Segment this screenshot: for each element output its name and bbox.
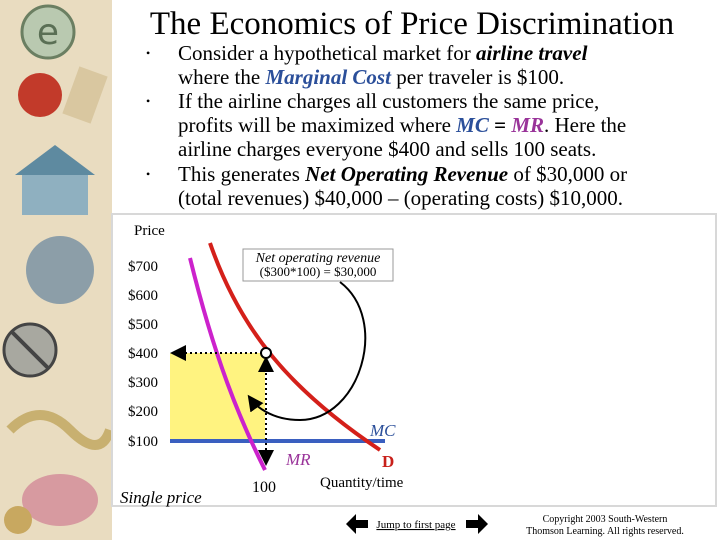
bullet-line: where the Marginal Cost per traveler is … bbox=[178, 65, 564, 89]
first-page-link[interactable]: Jump to first page bbox=[376, 519, 455, 531]
copyright: Thomson Learning. All rights reserved. bbox=[526, 526, 684, 537]
copyright: Copyright 2003 South-Western bbox=[543, 514, 668, 525]
text-segment: MR bbox=[510, 113, 544, 137]
text-segment: where the bbox=[178, 65, 265, 89]
title: The Economics of Price Discrimination bbox=[150, 6, 674, 42]
text-segment: airline charges everyone $400 and sells … bbox=[178, 137, 596, 161]
text-segment: Consider a hypothetical market for bbox=[178, 41, 476, 65]
bullet-line: (total revenues) $40,000 – (operating co… bbox=[178, 186, 623, 210]
mc-label: MC bbox=[369, 421, 396, 440]
mr-curve bbox=[188, 257, 267, 471]
bullets: • • • Consider a hypothetical market for… bbox=[146, 41, 627, 210]
footer: Jump to first page Copyright 2003 South-… bbox=[346, 514, 684, 537]
bullet-line: If the airline charges all customers the… bbox=[178, 89, 599, 113]
price-label: $400 bbox=[128, 346, 158, 362]
price-label: $200 bbox=[128, 404, 158, 420]
text-segment: MC bbox=[455, 113, 490, 137]
callout-text: Net operating revenue bbox=[255, 251, 381, 266]
text-segment: profits will be maximized where bbox=[178, 113, 456, 137]
text-segment: of $30,000 or bbox=[508, 162, 627, 186]
next-arrow[interactable] bbox=[466, 514, 488, 534]
diagram: Net operating revenue ($300*100) = $30,0… bbox=[111, 213, 717, 507]
text-segment: = bbox=[489, 113, 511, 137]
optimum-point bbox=[260, 347, 272, 359]
mr-label: MR bbox=[285, 450, 311, 469]
text-segment: airline travel bbox=[476, 41, 588, 65]
caption: Single price bbox=[120, 488, 202, 507]
text-segment: If the airline charges all customers the… bbox=[178, 89, 599, 113]
y-axis-label: Price bbox=[134, 223, 165, 239]
decorative-strip: e bbox=[0, 0, 115, 540]
price-label: $300 bbox=[128, 375, 158, 391]
quantity-label: 100 bbox=[252, 479, 276, 496]
svg-text:e: e bbox=[37, 12, 59, 53]
price-label: $600 bbox=[128, 288, 158, 304]
price-label: $500 bbox=[128, 317, 158, 333]
prev-arrow[interactable] bbox=[346, 514, 368, 534]
price-label: $100 bbox=[128, 434, 158, 450]
callout-arrow bbox=[247, 281, 367, 422]
bullet-dot: • bbox=[146, 167, 150, 181]
bullet-line: profits will be maximized where MC = MR.… bbox=[178, 113, 626, 137]
revenue-area bbox=[170, 353, 265, 441]
d-label: D bbox=[382, 452, 394, 471]
bullet-dot: • bbox=[146, 46, 150, 60]
x-axis-label: Quantity/time bbox=[320, 475, 404, 491]
bullet-line: airline charges everyone $400 and sells … bbox=[178, 137, 596, 161]
text-segment: (total revenues) $40,000 – (operating co… bbox=[178, 186, 623, 210]
text-segment: per traveler is $100. bbox=[391, 65, 564, 89]
bullet-line: This generates Net Operating Revenue of … bbox=[178, 162, 627, 186]
text-segment: This generates bbox=[178, 162, 305, 186]
text-segment: . Here the bbox=[544, 113, 626, 137]
callout-text: ($300*100) = $30,000 bbox=[260, 264, 377, 279]
bullet-dot: • bbox=[146, 94, 150, 108]
callout-box bbox=[242, 248, 394, 282]
bullet-line: Consider a hypothetical market for airli… bbox=[178, 41, 588, 65]
text-segment: Net Operating Revenue bbox=[304, 162, 508, 186]
price-label: $700 bbox=[128, 259, 158, 275]
text-segment: Marginal Cost bbox=[264, 65, 392, 89]
